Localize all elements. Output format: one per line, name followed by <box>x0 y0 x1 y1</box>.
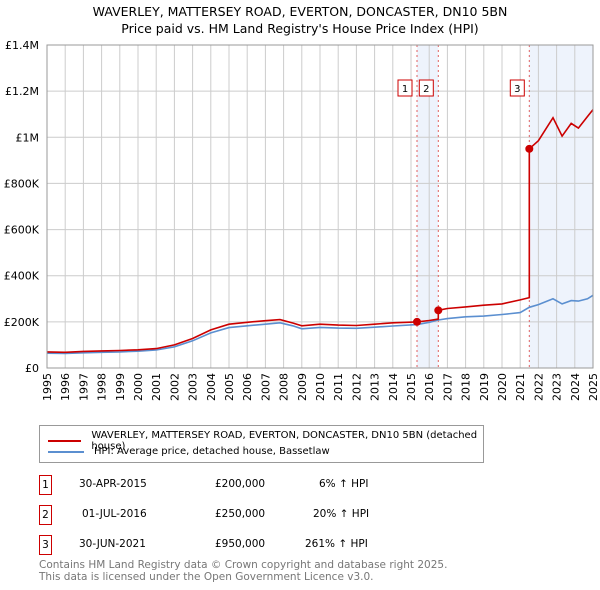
x-tick-label: 2006 <box>241 373 254 401</box>
x-tick-label: 2011 <box>332 373 345 401</box>
y-tick-label: £200K <box>4 316 40 329</box>
x-tick-label: 2000 <box>132 373 145 401</box>
transaction-price: £950,000 <box>215 538 266 550</box>
x-tick-label: 1999 <box>114 373 127 401</box>
y-tick-label: £1.2M <box>5 85 39 98</box>
transaction-date: 30-JUN-2021 <box>79 538 146 550</box>
transaction-marker: 3 <box>39 535 52 555</box>
x-tick-label: 2008 <box>278 373 291 401</box>
y-tick-label: £600K <box>4 224 40 237</box>
transaction-label-box <box>397 79 413 97</box>
x-tick-label: 1997 <box>77 373 90 401</box>
x-tick-label: 2014 <box>387 373 400 401</box>
transaction-label: 1 <box>402 84 408 95</box>
subtitle-line: Price paid vs. HM Land Registry's House … <box>121 21 479 36</box>
y-tick-label: £0 <box>25 362 39 375</box>
x-tick-label: 2020 <box>496 373 509 401</box>
transaction-point <box>434 306 443 315</box>
x-tick-label: 2012 <box>350 373 363 401</box>
x-tick-label: 2024 <box>569 373 582 401</box>
transaction-row: 3 30-JUN-2021 £950,000 261% ↑ HPI <box>39 535 439 555</box>
transaction-label-box <box>509 79 525 97</box>
y-tick-label: £800K <box>4 177 40 190</box>
x-tick-label: 2025 <box>587 373 600 401</box>
x-tick-label: 2013 <box>369 373 382 401</box>
transaction-hpi: 20% ↑ HPI <box>313 508 370 520</box>
transaction-hpi: 6% ↑ HPI <box>319 478 369 490</box>
x-tick-label: 2021 <box>514 373 527 401</box>
transaction-point <box>413 317 422 326</box>
hpi-line <box>46 294 594 355</box>
x-tick-label: 2001 <box>150 373 163 401</box>
transaction-row: 2 01-JUL-2016 £250,000 20% ↑ HPI <box>39 505 439 525</box>
shaded-region <box>417 45 439 368</box>
x-tick-label: 2018 <box>460 373 473 401</box>
transaction-date: 30-APR-2015 <box>79 478 147 490</box>
x-tick-label: 1996 <box>59 373 72 401</box>
x-tick-label: 1998 <box>96 373 109 401</box>
x-tick-label: 2010 <box>314 373 327 401</box>
x-tick-label: 2015 <box>405 373 418 401</box>
transaction-hpi: 261% ↑ HPI <box>305 538 368 550</box>
footer-line: Contains HM Land Registry data © Crown c… <box>39 559 448 571</box>
x-tick-label: 2023 <box>551 373 564 401</box>
footer: Contains HM Land Registry data © Crown c… <box>39 559 447 583</box>
y-tick-label: £1.4M <box>5 39 39 52</box>
transaction-date: 01-JUL-2016 <box>82 508 147 520</box>
legend-label-hpi: HPI: Average price, detached house, Bass… <box>94 446 330 457</box>
legend-swatch-property <box>48 440 82 442</box>
transaction-point <box>525 144 534 153</box>
x-tick-label: 2007 <box>259 373 272 401</box>
property-line <box>46 109 594 354</box>
title-line: WAVERLEY, MATTERSEY ROAD, EVERTON, DONCA… <box>92 4 508 19</box>
transaction-price: £250,000 <box>215 508 266 520</box>
transaction-price: £200,000 <box>215 478 266 490</box>
x-tick-label: 1995 <box>41 373 54 401</box>
x-tick-label: 2016 <box>423 373 436 401</box>
footer-line: This data is licensed under the Open Gov… <box>39 571 374 583</box>
legend-label-property: WAVERLEY, MATTERSEY ROAD, EVERTON, DONCA… <box>91 430 478 452</box>
x-tick-label: 2005 <box>223 373 236 401</box>
x-tick-label: 2003 <box>187 373 200 401</box>
legend: WAVERLEY, MATTERSEY ROAD, EVERTON, DONCA… <box>39 425 484 463</box>
x-tick-label: 2009 <box>296 373 309 401</box>
transaction-label: 3 <box>514 84 520 95</box>
price-chart: 1995 1996 1997 1998 1999 2000 2001 2002 2003 2004… <box>4 39 600 401</box>
x-tick-label: 2002 <box>168 373 181 401</box>
chart-title: WAVERLEY, MATTERSEY ROAD, EVERTON, DONCA… <box>0 3 600 37</box>
x-tick-label: 2019 <box>478 373 491 401</box>
x-tick-label: 2022 <box>532 373 545 401</box>
y-tick-label: £400K <box>4 270 40 283</box>
transaction-label-box <box>418 79 434 97</box>
transaction-marker: 2 <box>39 505 52 525</box>
transaction-marker: 1 <box>39 475 52 495</box>
plot-frame <box>46 44 594 369</box>
shaded-region <box>529 45 593 368</box>
transaction-label: 2 <box>423 84 429 95</box>
x-tick-label: 2017 <box>441 373 454 401</box>
y-tick-label: £1M <box>16 131 40 144</box>
legend-swatch-hpi <box>48 450 84 453</box>
x-tick-label: 2004 <box>205 373 218 401</box>
transaction-row: 1 30-APR-2015 £200,000 6% ↑ HPI <box>39 475 439 495</box>
